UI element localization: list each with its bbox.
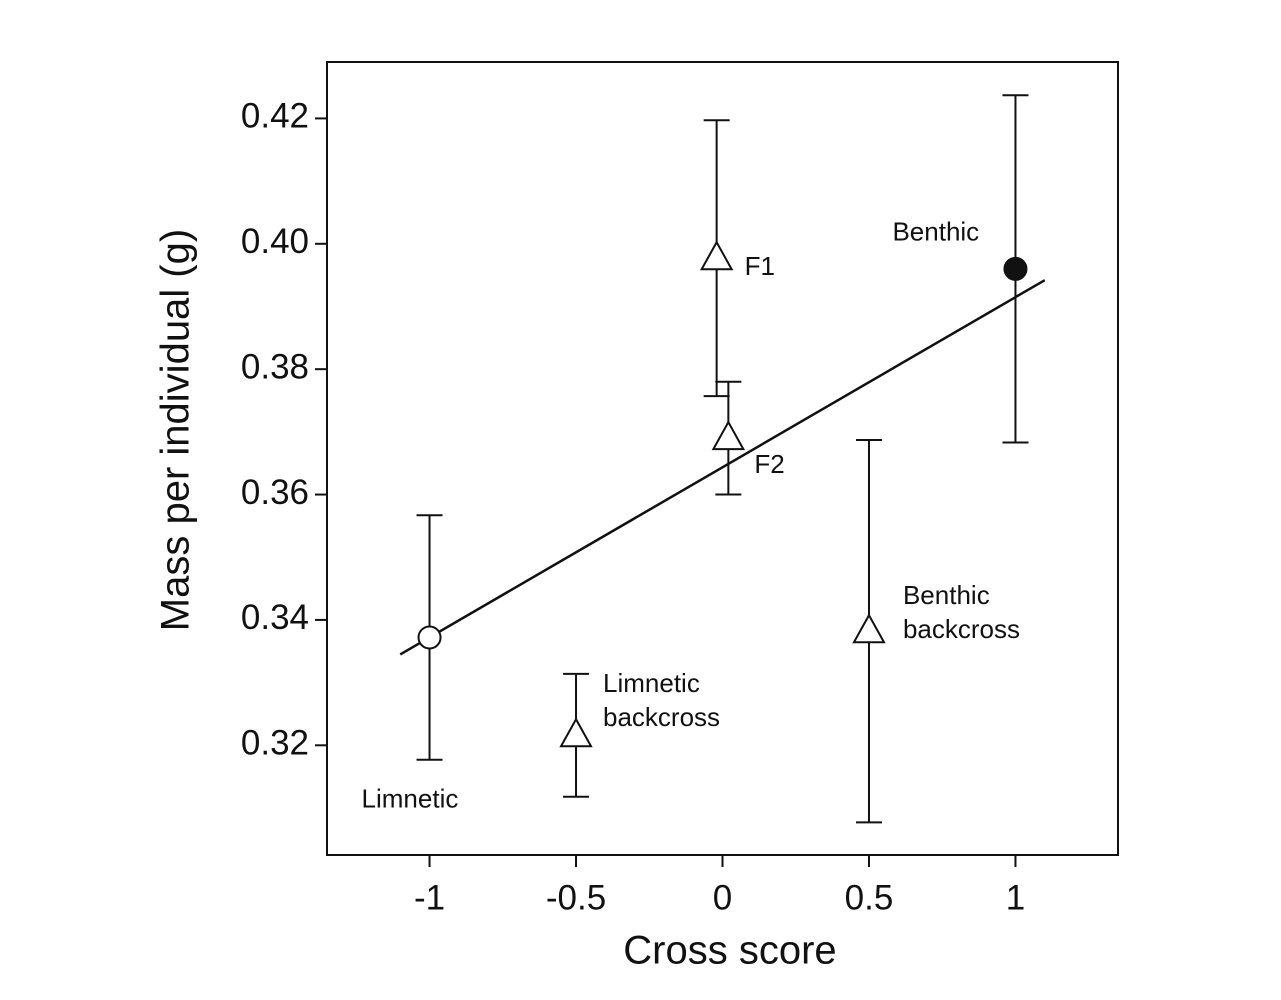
plot-frame	[326, 61, 1119, 856]
y-tick-label: 0.32	[241, 724, 309, 763]
y-tick-label: 0.40	[241, 222, 309, 261]
marker	[852, 613, 886, 644]
marker	[1003, 256, 1028, 281]
x-tick-label: 0	[713, 878, 732, 917]
y-tick-label: 0.38	[241, 347, 309, 386]
x-tick-label: 0.5	[845, 878, 894, 917]
point-label: F1	[745, 251, 775, 281]
point-label: F2	[754, 449, 784, 479]
y-tick-label: 0.42	[241, 97, 309, 136]
point-label: Limnetic	[362, 783, 459, 813]
marker	[559, 717, 593, 748]
point-label: backcross	[603, 702, 720, 732]
y-tick-label: 0.34	[241, 598, 309, 637]
y-tick-label: 0.36	[241, 473, 309, 512]
marker	[699, 240, 734, 271]
trend-line	[399, 279, 1046, 656]
point-label: Benthic	[903, 580, 990, 610]
marker	[711, 420, 746, 451]
x-tick-label: -0.5	[546, 878, 606, 917]
point-label: backcross	[903, 614, 1020, 644]
point-label: Benthic	[892, 217, 979, 247]
x-axis-title: Cross score	[623, 929, 836, 973]
point-label: Limnetic	[603, 668, 700, 698]
y-axis-title: Mass per individual (g)	[154, 229, 198, 631]
marker	[417, 625, 442, 650]
x-tick-label: -1	[414, 878, 445, 917]
x-tick-label: 1	[1006, 878, 1025, 917]
